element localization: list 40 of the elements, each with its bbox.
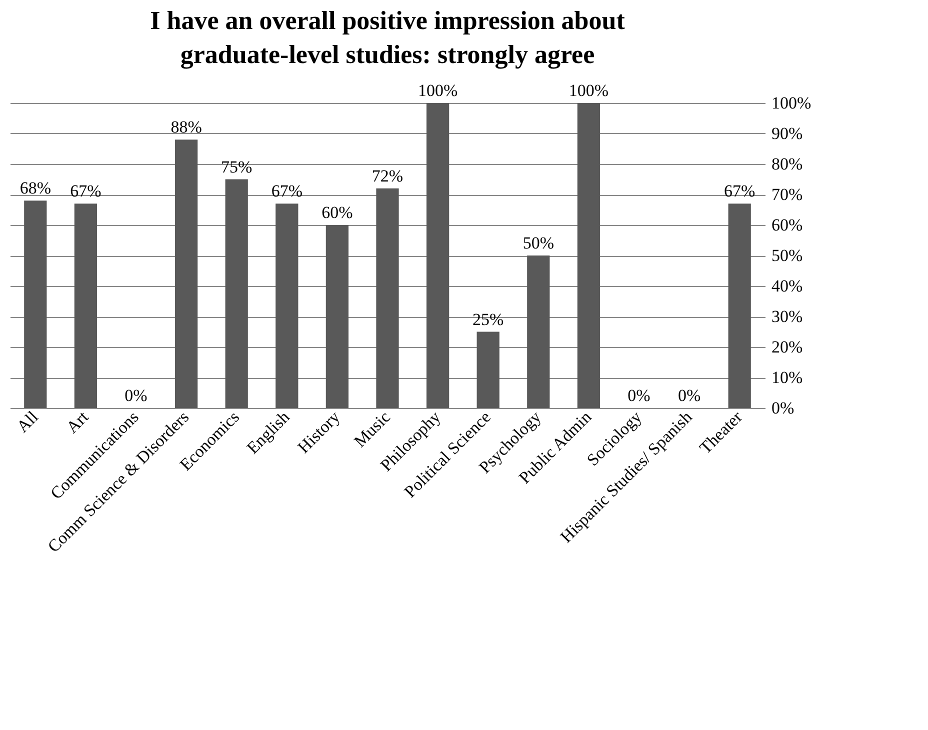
y-tick-label: 30% (772, 307, 803, 326)
y-tick-label: 80% (772, 154, 803, 174)
data-label: 68% (20, 178, 51, 198)
y-tick-label: 60% (772, 216, 803, 234)
bar (74, 204, 98, 408)
bar (577, 103, 600, 408)
data-label: 67% (724, 182, 756, 201)
y-tick-label: 100% (772, 94, 812, 112)
data-label: 88% (170, 118, 202, 137)
data-label: 50% (522, 234, 554, 252)
bar (527, 256, 550, 408)
bar (728, 204, 751, 408)
y-tick-label: 0% (772, 398, 794, 418)
data-label: 25% (472, 310, 504, 329)
y-tick-label: 20% (772, 338, 803, 356)
bar (276, 204, 298, 408)
bar (24, 200, 47, 408)
bar (426, 103, 450, 408)
chart-title: I have an overall positive impression about graduate-level studies: strongly agree (150, 6, 626, 69)
data-label: 67% (70, 182, 102, 201)
bar (326, 225, 349, 408)
data-label: 0% (678, 386, 701, 405)
data-label: 0% (124, 386, 148, 405)
bar (225, 179, 248, 408)
y-tick-label: 10% (772, 368, 803, 387)
y-tick-label: 90% (772, 124, 803, 143)
data-label: 100% (418, 81, 458, 100)
y-tick-label: 70% (772, 185, 803, 204)
y-tick-label: 50% (772, 246, 803, 265)
x-tick-label: All (12, 407, 42, 436)
data-label: 60% (322, 203, 353, 222)
data-label: 75% (221, 157, 252, 176)
data-label: 0% (628, 386, 650, 405)
bar (476, 332, 500, 408)
bar (174, 140, 198, 408)
data-label: 100% (568, 81, 609, 100)
data-label: 72% (372, 166, 404, 186)
y-tick-label: 40% (772, 276, 803, 296)
data-label: 67% (271, 182, 302, 201)
bar (376, 188, 399, 408)
